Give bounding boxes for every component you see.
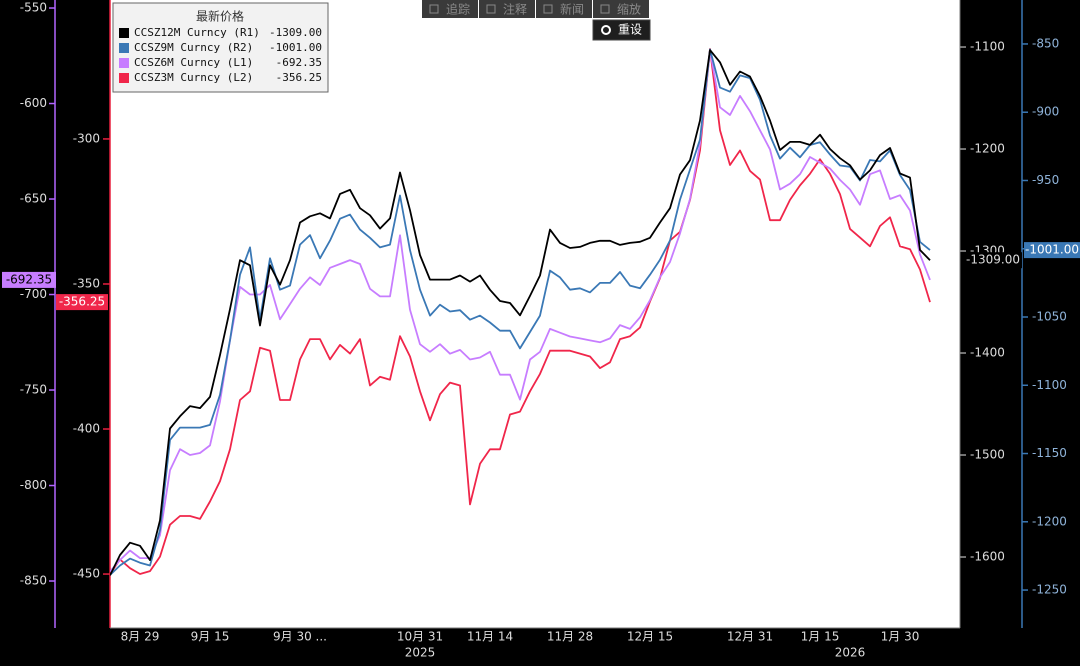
y2-tick-label: -350 (73, 276, 100, 290)
last-value-box (56, 294, 108, 311)
y3-tick-label: -1500 (970, 448, 1005, 462)
series-line (110, 48, 931, 576)
last-value-label: -356.25 (59, 295, 105, 309)
y-tick-label: -550 (20, 1, 47, 15)
last-value-box (964, 252, 1022, 269)
y-tick-label: -850 (20, 574, 47, 588)
legend-label: CCSZ3M Curncy (L2) (134, 71, 253, 84)
legend-label: CCSZ9M Curncy (R2) (134, 41, 253, 54)
x-tick-label: 12月 31 (727, 630, 773, 644)
toolbar-button-label[interactable]: 追踪 (446, 2, 470, 17)
legend-title: 最新价格 (196, 9, 244, 24)
last-value-label: -692.35 (6, 272, 52, 286)
y2-tick-label: -450 (73, 567, 100, 581)
y4-tick-label: -1050 (1032, 310, 1067, 324)
y3-tick-label: -1100 (970, 40, 1005, 54)
y4-tick-label: -850 (1032, 36, 1059, 50)
legend-value: -1001.00 (269, 41, 322, 54)
toolbar-icon (543, 4, 553, 14)
y3-tick-label: -1600 (970, 550, 1005, 564)
series-line (110, 49, 931, 576)
y2-tick-label: -300 (73, 131, 100, 145)
y4-tick-label: -1200 (1032, 514, 1067, 528)
lines (110, 48, 931, 576)
x-tick-label: 10月 31 (397, 630, 443, 644)
y-tick-label: -800 (20, 478, 47, 492)
toolbar-button-label[interactable]: 缩放 (617, 2, 641, 17)
y-tick-label: -700 (20, 287, 47, 301)
reset-icon (601, 25, 611, 35)
legend-swatch (119, 28, 129, 38)
x-tick-label: 9月 30 ... (273, 630, 327, 644)
last-value-label: -1001.00 (1025, 243, 1079, 257)
x-tick-label: 8月 29 (121, 630, 160, 644)
y-tick-label: -600 (20, 96, 47, 110)
legend-swatch (119, 73, 129, 83)
x-year-label: 2025 (405, 646, 436, 660)
plot-area (110, 0, 960, 628)
x-tick-label: 11月 28 (547, 630, 593, 644)
y3-tick-label: -1400 (970, 346, 1005, 360)
y-tick-label: -750 (20, 383, 47, 397)
y4-tick-label: -950 (1032, 173, 1059, 187)
last-value-label: -1309.00 (966, 253, 1020, 267)
series-line (110, 49, 931, 573)
legend-label: CCSZ12M Curncy (R1) (134, 26, 260, 39)
last-value-box (2, 271, 56, 288)
reset-button-label[interactable]: 重设 (618, 23, 642, 37)
x-tick-label: 9月 15 (191, 630, 230, 644)
x-tick-label: 1月 30 (881, 630, 920, 644)
toolbar-icon (429, 4, 439, 14)
x-tick-label: 1月 15 (801, 630, 840, 644)
y4-tick-label: -1100 (1032, 378, 1067, 392)
last-value-box (1024, 242, 1080, 259)
series-line (110, 48, 931, 575)
legend-value: -356.25 (276, 71, 322, 84)
legend-label: CCSZ6M Curncy (L1) (134, 56, 253, 69)
x-year-label: 2026 (835, 646, 866, 660)
legend-swatch (119, 43, 129, 53)
legend-box (112, 2, 329, 93)
toolbar-button-label[interactable]: 新闻 (560, 2, 584, 17)
y-tick-label: -650 (20, 192, 47, 206)
y4-tick-label: -1150 (1032, 446, 1067, 460)
legend-value: -692.35 (276, 56, 322, 69)
legend-value: -1309.00 (269, 26, 322, 39)
legend: 最新价格 CCSZ12M Curncy (R1) -1309.00 CCSZ9M C… (112, 2, 329, 93)
y4-tick-label: -1250 (1032, 583, 1067, 597)
y3-tick-label: -1200 (970, 142, 1005, 156)
reset-button[interactable] (592, 19, 651, 41)
toolbar-button-label[interactable]: 注释 (503, 2, 527, 17)
legend-swatch (119, 58, 129, 68)
toolbar-icon (600, 4, 610, 14)
x-tick-label: 12月 15 (627, 630, 673, 644)
y2-tick-label: -400 (73, 422, 100, 436)
x-tick-label: 11月 14 (467, 630, 513, 644)
toolbar-icon (486, 4, 496, 14)
y4-tick-label: -900 (1032, 105, 1059, 119)
